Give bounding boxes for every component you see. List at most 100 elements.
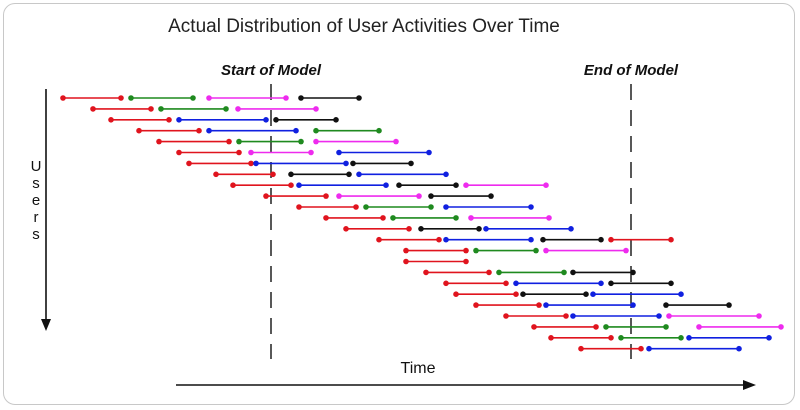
activity-end-dot bbox=[668, 236, 674, 243]
activity-bars bbox=[60, 95, 784, 352]
user-row bbox=[403, 247, 629, 254]
user-row bbox=[263, 193, 494, 199]
activity-segment bbox=[543, 302, 636, 308]
activity-segment bbox=[273, 117, 339, 123]
end-of-model-label: End of Model bbox=[584, 62, 679, 79]
activity-start-dot bbox=[403, 247, 409, 254]
activity-start-dot bbox=[428, 193, 434, 199]
users-label-letter: r bbox=[34, 209, 39, 226]
activity-start-dot bbox=[443, 204, 449, 210]
activity-start-dot bbox=[663, 302, 669, 308]
activity-start-dot bbox=[313, 127, 319, 134]
activity-start-dot bbox=[423, 269, 429, 276]
activity-segment bbox=[403, 247, 469, 254]
activity-end-dot bbox=[356, 95, 362, 101]
activity-segment bbox=[213, 171, 276, 178]
activity-end-dot bbox=[638, 345, 644, 352]
activity-start-dot bbox=[356, 171, 362, 178]
activity-segment bbox=[443, 236, 534, 243]
activity-start-dot bbox=[176, 149, 182, 156]
activity-end-dot bbox=[598, 280, 604, 287]
activity-start-dot bbox=[186, 160, 192, 167]
activity-end-dot bbox=[416, 193, 422, 199]
activity-end-dot bbox=[736, 345, 742, 352]
activity-end-dot bbox=[536, 302, 542, 308]
activity-end-dot bbox=[453, 182, 459, 188]
activity-start-dot bbox=[296, 182, 302, 188]
activity-start-dot bbox=[253, 160, 259, 167]
activity-end-dot bbox=[383, 182, 389, 188]
activity-start-dot bbox=[158, 106, 164, 112]
activity-start-dot bbox=[363, 204, 369, 210]
activity-segment bbox=[108, 117, 172, 123]
activity-segment bbox=[686, 335, 772, 341]
activity-end-dot bbox=[656, 313, 662, 319]
activity-end-dot bbox=[513, 291, 519, 298]
activity-start-dot bbox=[136, 127, 142, 134]
user-row bbox=[90, 106, 319, 112]
activity-segment bbox=[336, 149, 432, 156]
activity-segment bbox=[453, 291, 519, 298]
activity-end-dot bbox=[608, 335, 614, 341]
activity-start-dot bbox=[603, 324, 609, 330]
activity-start-dot bbox=[230, 182, 236, 188]
activity-segment bbox=[396, 182, 459, 188]
activity-start-dot bbox=[543, 302, 549, 308]
activity-end-dot bbox=[333, 117, 339, 123]
activity-end-dot bbox=[343, 160, 349, 167]
activity-end-dot bbox=[593, 324, 599, 330]
activity-end-dot bbox=[668, 280, 674, 287]
activity-segment bbox=[336, 193, 422, 199]
user-row bbox=[108, 117, 339, 123]
activity-end-dot bbox=[568, 226, 574, 232]
activity-segment bbox=[578, 345, 644, 352]
activity-start-dot bbox=[156, 138, 162, 145]
activity-segment bbox=[356, 171, 449, 178]
activity-segment bbox=[520, 291, 589, 298]
user-row bbox=[230, 182, 549, 188]
activity-end-dot bbox=[226, 138, 232, 145]
activity-end-dot bbox=[678, 335, 684, 341]
user-row bbox=[548, 335, 772, 341]
activity-end-dot bbox=[436, 236, 442, 243]
activity-end-dot bbox=[196, 127, 202, 134]
activity-start-dot bbox=[443, 280, 449, 287]
activity-segment bbox=[263, 193, 329, 199]
activity-segment bbox=[176, 149, 242, 156]
activity-end-dot bbox=[726, 302, 732, 308]
activity-segment bbox=[603, 324, 669, 330]
activity-end-dot bbox=[543, 182, 549, 188]
activity-end-dot bbox=[408, 160, 414, 167]
activity-end-dot bbox=[248, 160, 254, 167]
time-axis-arrowhead bbox=[743, 380, 756, 390]
activity-start-dot bbox=[176, 117, 182, 123]
time-axis-label: Time bbox=[401, 360, 436, 377]
user-row bbox=[213, 171, 449, 178]
activity-start-dot bbox=[503, 313, 509, 319]
activity-segment bbox=[235, 106, 319, 112]
activity-end-dot bbox=[293, 127, 299, 134]
activity-end-dot bbox=[428, 204, 434, 210]
activity-segment bbox=[128, 95, 196, 101]
user-row bbox=[156, 138, 399, 145]
activity-segment bbox=[590, 291, 684, 298]
activity-start-dot bbox=[473, 302, 479, 308]
activity-end-dot bbox=[406, 226, 412, 232]
activity-start-dot bbox=[608, 280, 614, 287]
start-of-model-label: Start of Model bbox=[221, 62, 322, 79]
user-row bbox=[453, 291, 684, 298]
activity-segment bbox=[483, 226, 574, 232]
activity-end-dot bbox=[503, 280, 509, 287]
activity-start-dot bbox=[496, 269, 502, 276]
activity-segment bbox=[288, 171, 352, 178]
activity-start-dot bbox=[403, 258, 409, 265]
activity-end-dot bbox=[488, 193, 494, 199]
activity-end-dot bbox=[323, 193, 329, 199]
activity-start-dot bbox=[298, 95, 304, 101]
activity-start-dot bbox=[686, 335, 692, 341]
activity-start-dot bbox=[90, 106, 96, 112]
activity-segment bbox=[156, 138, 232, 145]
activity-start-dot bbox=[578, 345, 584, 352]
activity-end-dot bbox=[623, 247, 629, 254]
